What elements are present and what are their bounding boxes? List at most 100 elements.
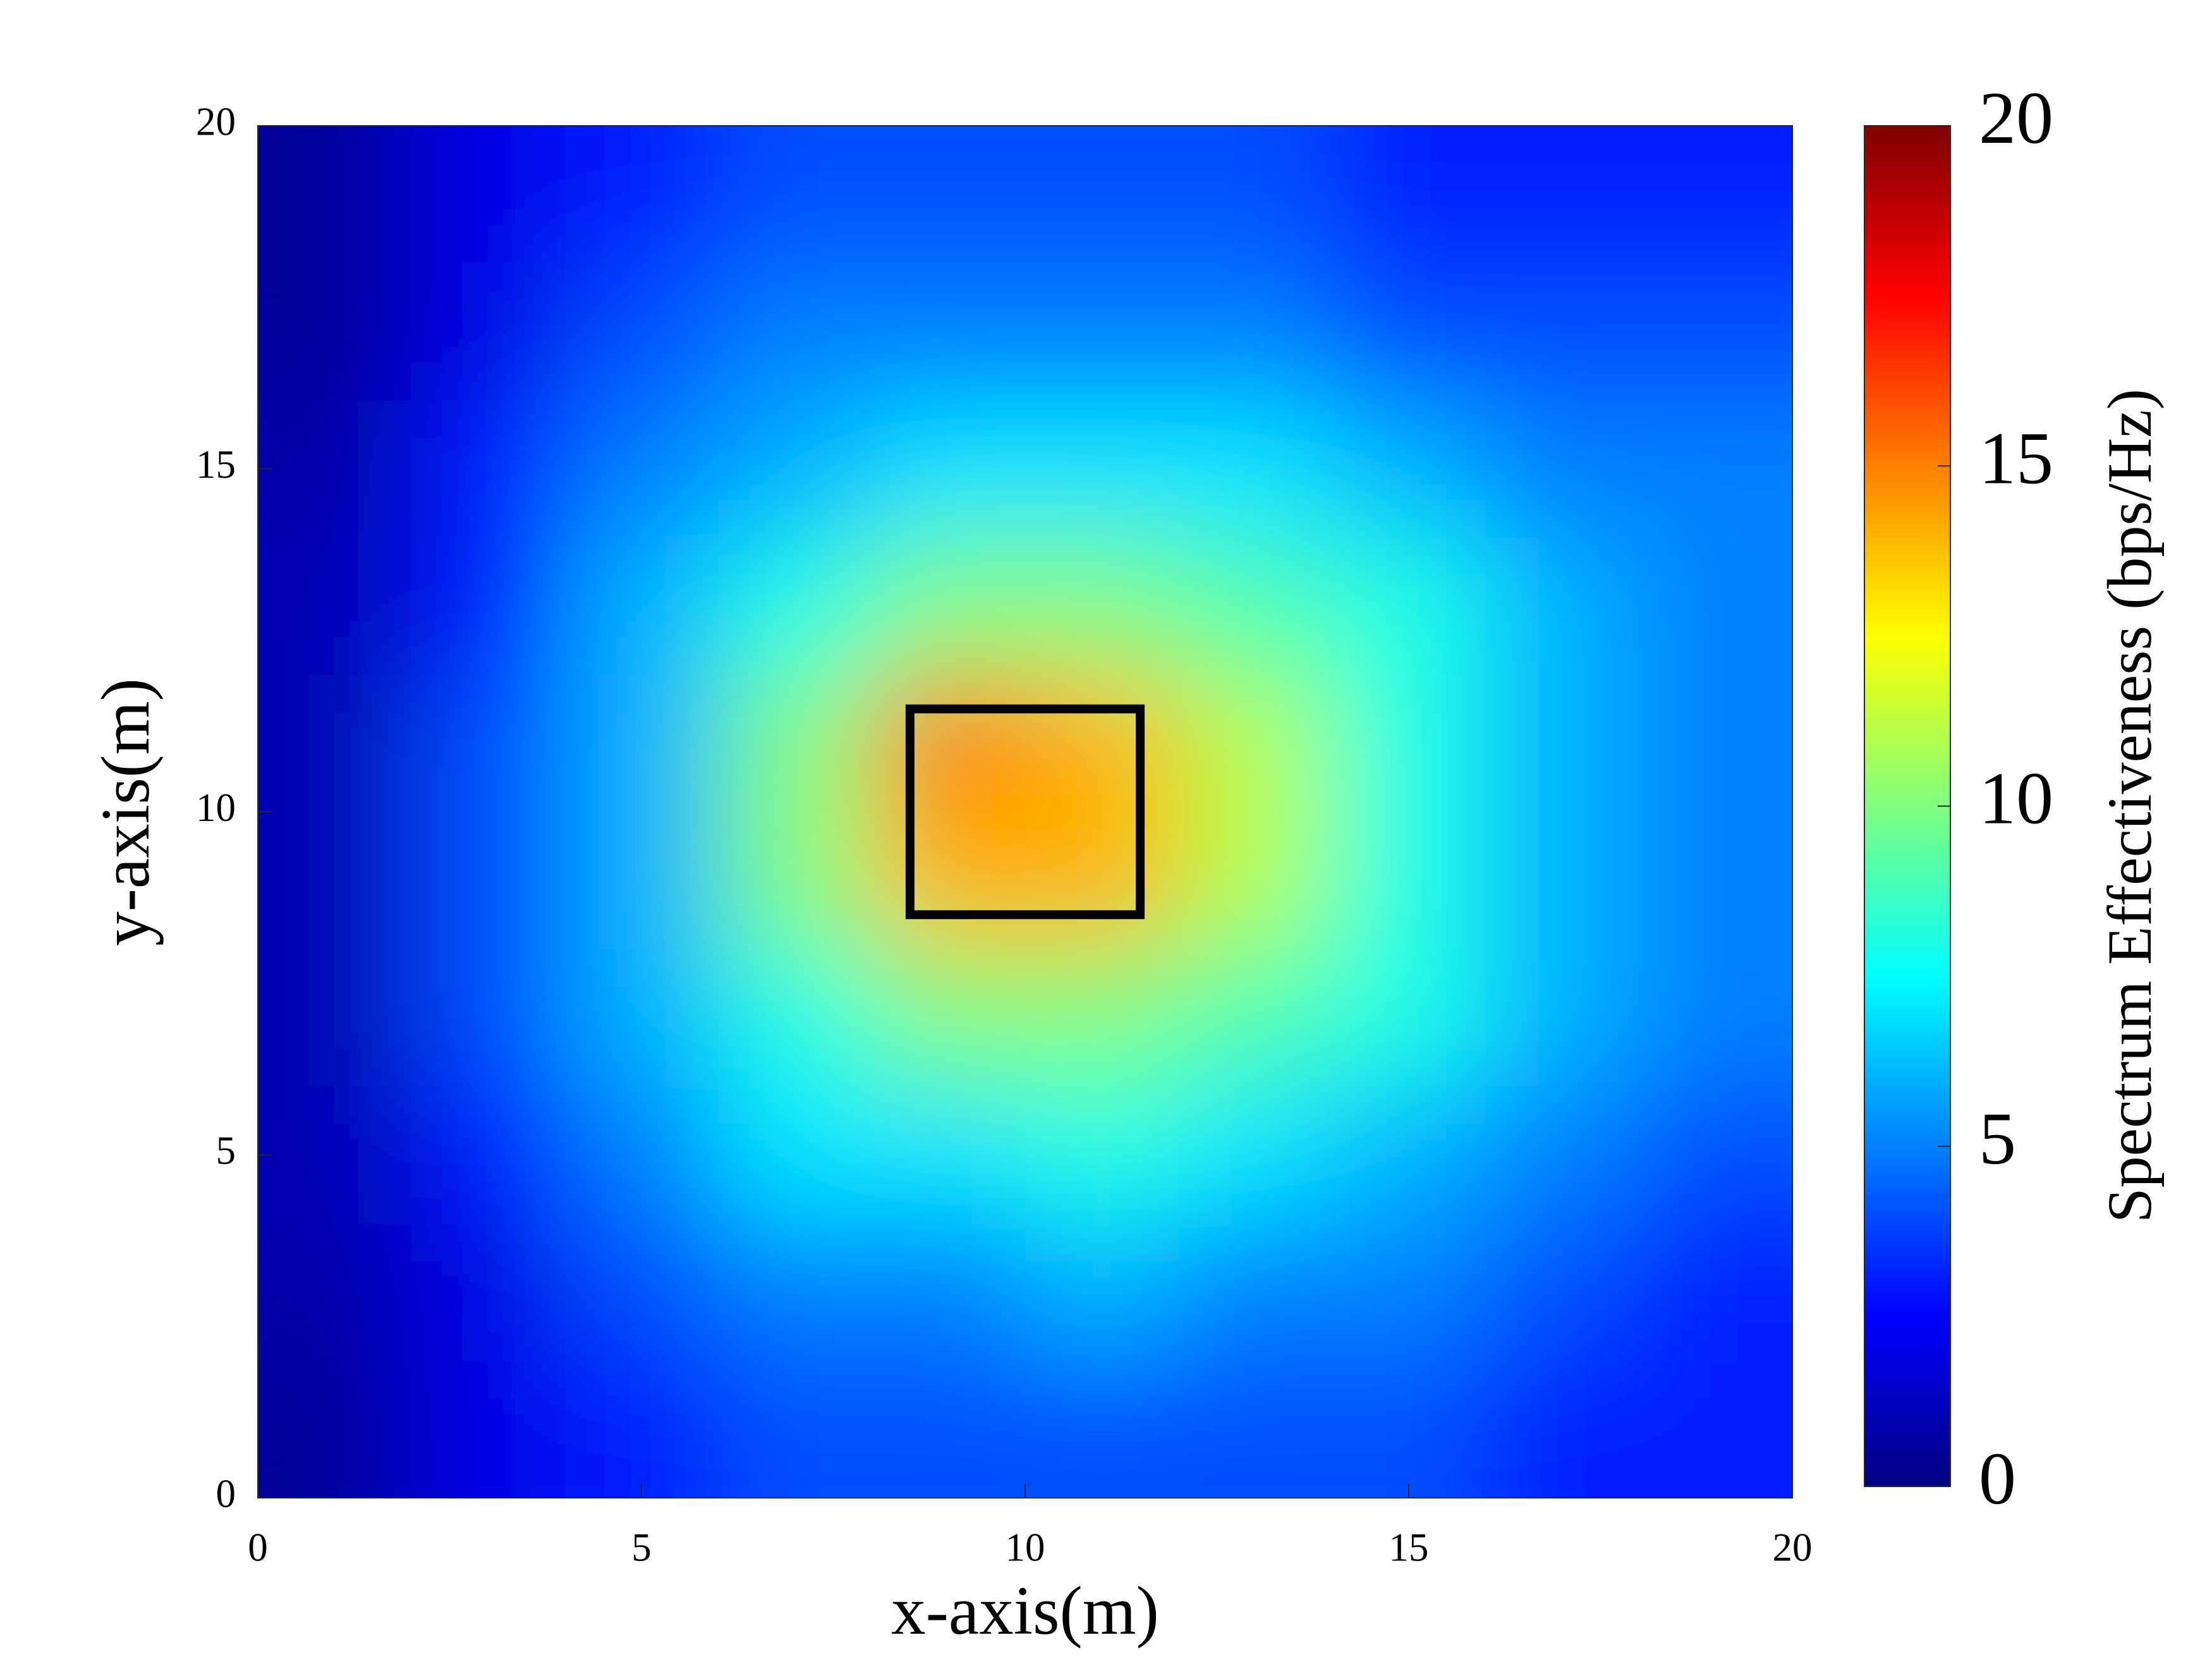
heatmap-cell <box>1485 263 1640 401</box>
heatmap-cell <box>1485 1360 1640 1498</box>
heatmap-cell <box>1639 949 1792 1087</box>
heatmap-cell <box>1639 126 1792 264</box>
heatmap-cell <box>872 1086 1026 1224</box>
heatmap-cell <box>1025 949 1179 1087</box>
heatmap-cell <box>718 949 873 1087</box>
heatmap-cell <box>1485 1086 1640 1224</box>
heatmap-cell <box>258 537 412 676</box>
heatmap-cell <box>564 674 719 813</box>
colorbar-tick-label: 0 <box>1979 1437 2016 1520</box>
heatmap-cell <box>1332 126 1486 264</box>
x-tick-label: 0 <box>248 1525 268 1569</box>
heatmap-cell <box>1332 674 1486 813</box>
heatmap-cell <box>411 400 566 538</box>
heatmap-cell <box>1332 811 1486 950</box>
colorbar <box>1864 125 1951 1487</box>
heatmap-cell <box>411 1360 566 1498</box>
heatmap-cell <box>1025 126 1179 264</box>
heatmap-cell <box>1178 949 1333 1087</box>
heatmap-cell <box>258 811 412 950</box>
heatmap-cell <box>258 1086 412 1224</box>
heatmap-cell <box>1025 263 1179 401</box>
heatmap-cell <box>1025 1223 1179 1361</box>
heatmap-cell <box>1332 949 1486 1087</box>
highlight-box <box>905 704 1145 920</box>
heatmap-cell <box>1178 537 1333 676</box>
heatmap-cell <box>718 1360 873 1498</box>
heatmap-cell <box>564 537 719 676</box>
heatmap-cell <box>1485 537 1640 676</box>
heatmap-cell <box>1639 674 1792 813</box>
heatmap-cell <box>258 1223 412 1361</box>
colorbar-tick-label: 5 <box>1979 1097 2016 1180</box>
heatmap-cell <box>411 674 566 813</box>
heatmap-cell <box>718 263 873 401</box>
heatmap-cell <box>258 949 412 1087</box>
heatmap-cell <box>1178 400 1333 538</box>
heatmap-cell <box>1332 537 1486 676</box>
x-axis-label: x-axis(m) <box>891 1572 1159 1649</box>
heatmap-cell <box>718 400 873 538</box>
heatmap-cell <box>411 263 566 401</box>
y-tick-label: 10 <box>196 786 236 830</box>
heatmap-cell <box>718 811 873 950</box>
heatmap-cell <box>1485 811 1640 950</box>
heatmap-cell <box>411 537 566 676</box>
heatmap-cell <box>258 1360 412 1498</box>
x-tick-label: 20 <box>1773 1525 1813 1569</box>
heatmap-cell <box>1178 674 1333 813</box>
heatmap-cell <box>1025 674 1179 813</box>
x-tick-label: 5 <box>631 1525 652 1569</box>
heatmap-cell <box>1485 400 1640 538</box>
heatmap-cell <box>1178 811 1333 950</box>
heatmap-cell <box>1639 400 1792 538</box>
heatmap-cell <box>718 674 873 813</box>
heatmap-cell <box>872 811 1026 950</box>
heatmap-cell <box>1178 126 1333 264</box>
heatmap-cell <box>1332 1086 1486 1224</box>
x-tick-label: 10 <box>1006 1525 1045 1569</box>
heatmap-cell <box>872 537 1026 676</box>
heatmap-cell <box>564 263 719 401</box>
heatmap-cell <box>1639 263 1792 401</box>
heatmap-cell <box>872 263 1026 401</box>
heatmap-cell <box>258 126 412 264</box>
heatmap-cell <box>872 674 1026 813</box>
y-tick-label: 20 <box>196 99 236 143</box>
heatmap-cell <box>411 949 566 1087</box>
heatmap-cell <box>564 400 719 538</box>
y-tick-label: 5 <box>216 1129 236 1173</box>
heatmap-cell <box>1485 1223 1640 1361</box>
heatmap-cell <box>258 263 412 401</box>
colorbar-tick-label: 10 <box>1979 757 2053 840</box>
heatmap-cell <box>411 1223 566 1361</box>
heatmap-cell <box>1332 263 1486 401</box>
heatmap-cell <box>258 400 412 538</box>
y-tick-label: 15 <box>196 442 236 487</box>
colorbar-label: Spectrum Effectiveness (bps/Hz) <box>2094 389 2165 1223</box>
heatmap-cell <box>258 674 412 813</box>
heatmap-cell <box>1332 1223 1486 1361</box>
heatmap-cell <box>872 126 1026 264</box>
heatmap-cell <box>564 1086 719 1224</box>
heatmap-cell <box>718 126 873 264</box>
heatmap-cell <box>564 949 719 1087</box>
heatmap-cell <box>1025 1360 1179 1498</box>
heatmap-cell <box>564 126 719 264</box>
heatmap-cell <box>872 1360 1026 1498</box>
heatmap-cell <box>1178 263 1333 401</box>
heatmap-cell <box>1178 1360 1333 1498</box>
y-axis-label: y-axis(m) <box>87 678 164 946</box>
heatmap-cell <box>1025 811 1179 950</box>
y-tick-label: 0 <box>216 1471 236 1516</box>
heatmap-cell <box>718 1223 873 1361</box>
heatmap-cell <box>1025 1086 1179 1224</box>
heatmap-cell <box>1639 1360 1792 1498</box>
heatmap-cell <box>718 537 873 676</box>
heatmap-cell <box>1485 126 1640 264</box>
x-tick-label: 15 <box>1389 1525 1429 1569</box>
heatmap-cell <box>872 1223 1026 1361</box>
heatmap-cell <box>1639 537 1792 676</box>
heatmap-cell <box>1025 537 1179 676</box>
